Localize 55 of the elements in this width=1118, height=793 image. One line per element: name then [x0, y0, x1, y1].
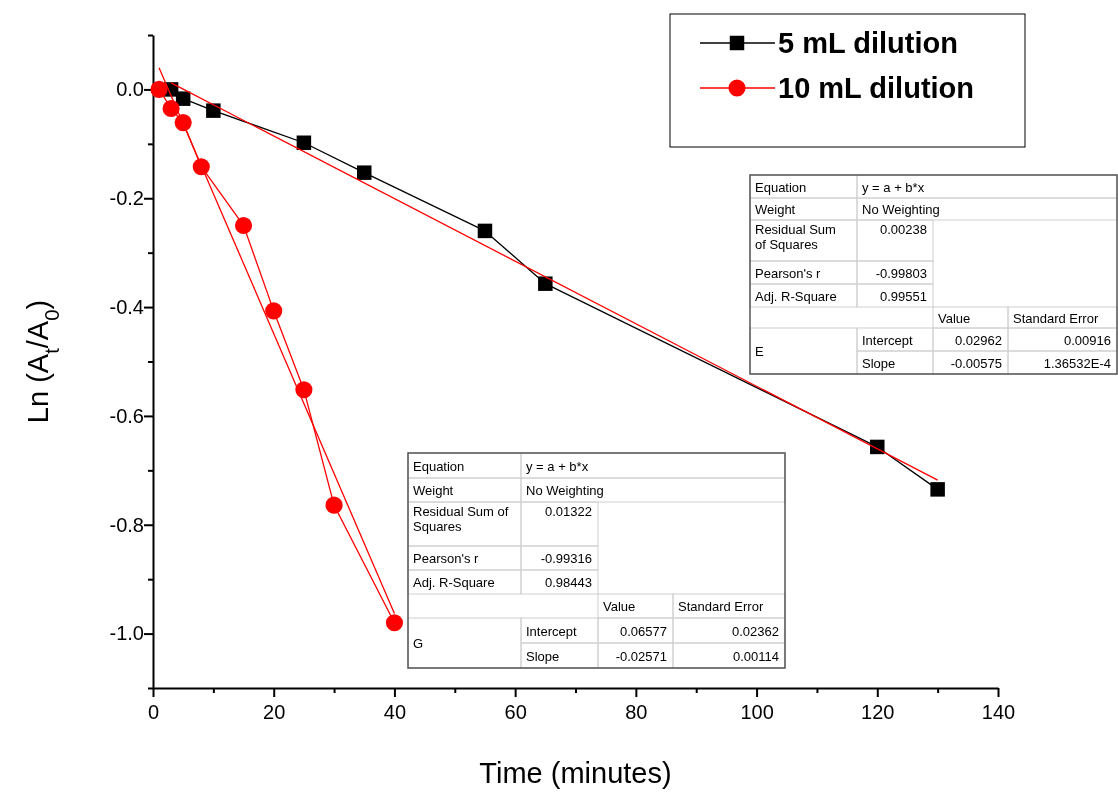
x-tick-label: 0 — [147, 701, 160, 723]
annotation: Adj. R-Square — [755, 288, 837, 304]
x-axis-title: Time (minutes) — [479, 757, 672, 789]
annotation: 0.01322 — [545, 504, 592, 519]
text: 1.36532E-4 — [1043, 355, 1111, 371]
y-tick-label: -0.6 — [109, 404, 144, 427]
annotation: Weight — [413, 483, 454, 498]
annotation: No Weighting — [862, 202, 940, 217]
legend-label: 10 mL dilution — [778, 72, 975, 104]
annotation: -0.00575 — [950, 355, 1002, 371]
annotation: Slope — [862, 355, 896, 371]
annotation: Adj. R-Square — [413, 575, 495, 590]
annotation: Weight — [755, 202, 796, 217]
annotation: Equation — [755, 179, 807, 195]
annotation: y = a + b*x — [526, 458, 589, 474]
x-tick-label: 40 — [383, 701, 407, 723]
annotation: Standard Error — [678, 599, 764, 614]
annotation: Residual Sum of Squares — [755, 222, 836, 252]
annotation: 0.02962 — [955, 332, 1002, 348]
annotation: Pearson's r — [413, 551, 480, 566]
annotation: 0.98443 — [545, 575, 592, 590]
annotation: Slope — [526, 648, 560, 664]
annotation: -0.02571 — [615, 648, 667, 664]
annotation: 0.06577 — [620, 623, 667, 639]
y-tick-label: 0.0 — [116, 78, 144, 101]
annotation: 0.02362 — [732, 623, 779, 639]
annotation: Value — [938, 310, 971, 326]
y-tick-label: -0.4 — [109, 295, 144, 318]
annotation: G — [413, 636, 424, 651]
x-tick-label: 60 — [504, 701, 527, 723]
annotation: Equation — [413, 458, 465, 474]
annotation: Intercept — [526, 623, 577, 639]
annotation: Intercept — [862, 332, 913, 348]
x-tick-label: 120 — [861, 701, 895, 723]
annotation: No Weighting — [526, 483, 604, 498]
annotation: 0.00238 — [880, 222, 927, 237]
y-tick-label: -0.2 — [109, 187, 144, 210]
text: 0.00916 — [1064, 332, 1111, 348]
text: Standard Error — [1013, 310, 1099, 326]
annotation: 0.99551 — [880, 288, 927, 304]
annotation: E — [755, 344, 764, 359]
annotation: Residual Sum of Squares — [413, 504, 509, 534]
annotation: y = a + b*x — [862, 179, 925, 195]
x-tick-label: 80 — [625, 701, 648, 723]
x-tick-label: 20 — [263, 701, 286, 723]
annotation: -0.99316 — [540, 551, 592, 566]
annotation: Pearson's r — [755, 265, 822, 281]
annotation: Value — [603, 599, 636, 614]
x-tick-label: 140 — [981, 701, 1016, 723]
annotation: 0.00114 — [732, 648, 779, 664]
x-tick-label: 100 — [740, 701, 774, 723]
legend-label: 5 mL dilution — [778, 27, 958, 59]
annotation: -0.99803 — [875, 265, 927, 281]
y-tick-label: -1.0 — [109, 622, 144, 645]
y-tick-label: -0.8 — [109, 513, 144, 536]
